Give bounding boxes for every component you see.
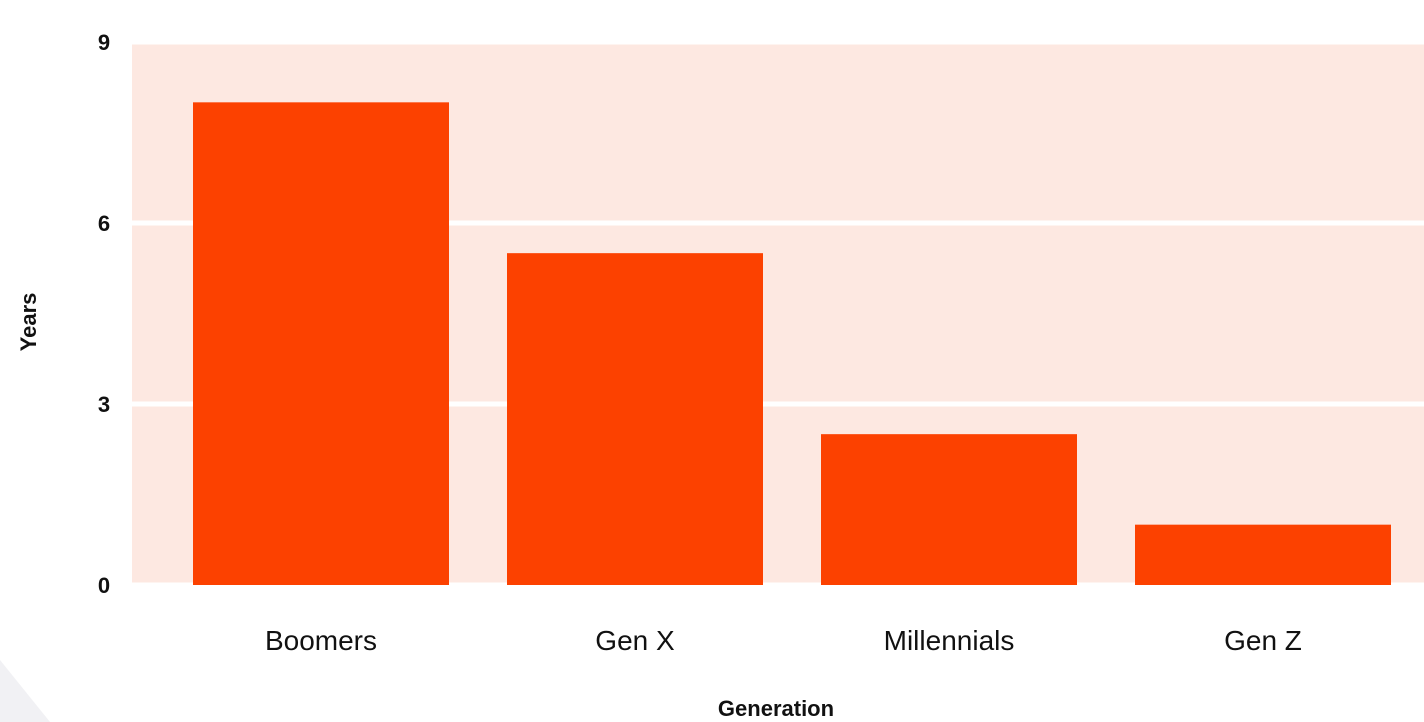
y-axis-title: Years [16,293,41,352]
y-tick-label: 9 [98,30,110,55]
x-tick-label: Boomers [265,625,377,656]
y-tick-label: 0 [98,573,110,598]
bar-boomers [193,102,449,585]
bar-gen-x [507,253,763,585]
bar-millennials [821,434,1077,585]
x-tick-label: Millennials [884,625,1015,656]
x-tick-label: Gen X [595,625,675,656]
x-tick-label: Gen Z [1224,625,1302,656]
bars-group [193,102,1391,585]
bar-gen-z [1135,524,1391,585]
y-tick-label: 3 [98,392,110,417]
x-axis-ticks: Boomers Gen X Millennials Gen Z [265,625,1302,656]
x-axis-title: Generation [718,696,834,721]
y-axis-ticks: 0 3 6 9 [98,30,110,598]
decorative-corner-shape [0,660,50,722]
y-tick-label: 6 [98,211,110,236]
